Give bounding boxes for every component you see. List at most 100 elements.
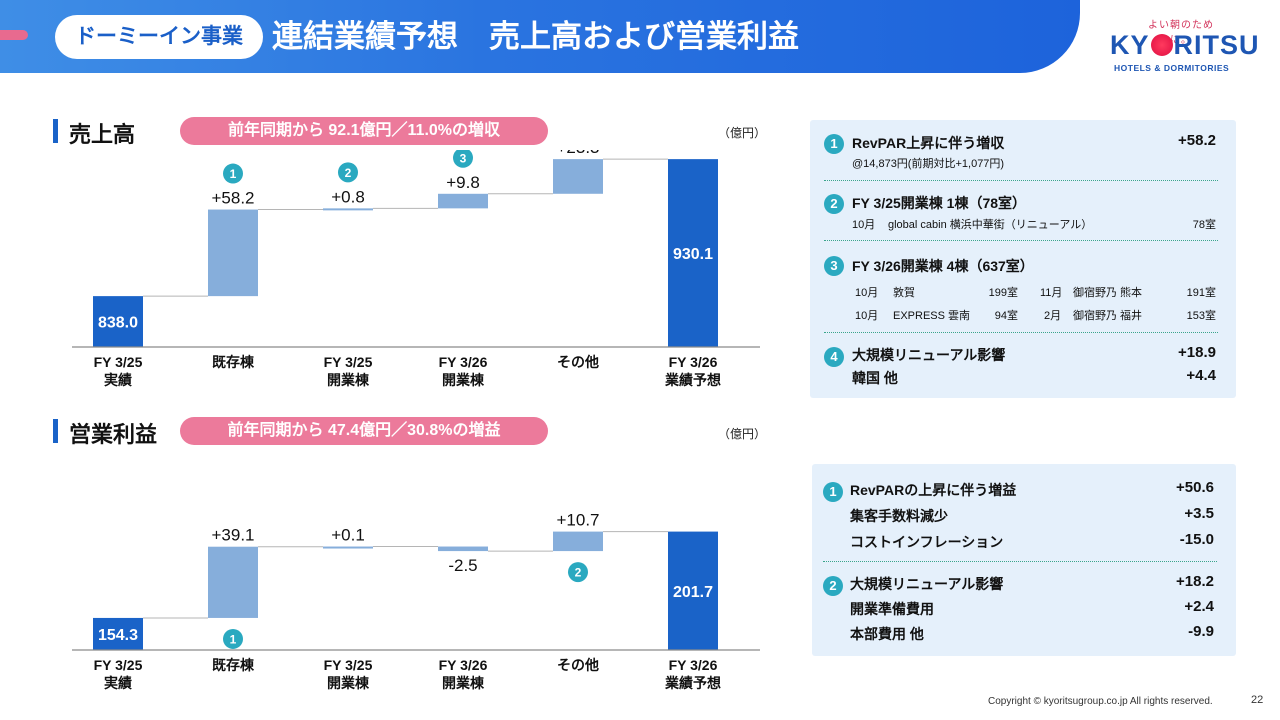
category-label: FY 3/26 [669, 657, 718, 673]
sales-item-3-row2-rooms1: 94室 [994, 310, 1018, 322]
category-label: FY 3/25 [324, 657, 373, 673]
profit-waterfall-chart: 154.3 +39.1 1 +0.1 -2.5 +10.7 2 201.7 FY 3/25 実績 既… [72, 511, 760, 691]
bar-delta [208, 209, 258, 297]
profit-group-1-badge: 1 [823, 482, 843, 502]
panel-divider [824, 240, 1218, 241]
category-label: 実績 [104, 372, 132, 388]
panel-divider [824, 180, 1218, 181]
bar-value-label: +10.7 [556, 511, 599, 530]
sales-item-1-note: @14,873円(前期対比+1,077円) [852, 158, 1005, 170]
profit-row-label: コストインフレーション [850, 534, 1004, 550]
sales-item-4-badge: 4 [824, 347, 844, 367]
sales-item-1-value: +58.2 [1178, 132, 1216, 149]
bar-value-label: +39.1 [211, 526, 254, 545]
category-label: 開業棟 [327, 675, 370, 691]
category-label: FY 3/26 [439, 657, 488, 673]
bar-delta [323, 546, 373, 549]
sales-item-4-head: 大規模リニューアル影響 [852, 347, 1006, 363]
callout-marker: 2 [568, 562, 588, 583]
panel-divider [824, 332, 1218, 333]
sales-item-3-row1-month1: 10月 [855, 287, 879, 299]
bar-value-label: -2.5 [448, 556, 477, 575]
bar-total [93, 617, 143, 650]
sales-item-3-row2-name1: EXPRESS 雲南 [893, 310, 971, 322]
category-label: FY 3/26 [669, 354, 718, 370]
sales-breakdown-panel [810, 120, 1236, 398]
profit-group-2-badge: 2 [823, 576, 843, 596]
sales-item-4-sub-head: 韓国 他 [852, 370, 898, 386]
bar-delta [208, 546, 258, 618]
category-label: 業績予想 [664, 372, 721, 388]
profit-section-marker [53, 419, 58, 443]
sales-waterfall-chart: 838.0+58.21+0.82+9.83+23.34930.1FY 3/25実… [72, 150, 760, 388]
category-label: 既存棟 [212, 354, 255, 370]
category-label: 開業棟 [442, 372, 485, 388]
sales-item-2-badge: 2 [824, 194, 844, 214]
profit-row-value: +3.5 [1184, 505, 1214, 522]
bar-value-label: +0.1 [331, 526, 365, 545]
sales-item-3-row2-name2: 御宿野乃 福井 [1073, 310, 1143, 322]
sales-item-3-row2-month2: 2月 [1044, 310, 1062, 322]
callout-marker: 2 [338, 162, 358, 183]
sales-item-2-month: 10月 [852, 219, 876, 231]
sales-item-1-badge: 1 [824, 134, 844, 154]
bar-delta [323, 208, 373, 211]
sales-item-3-row2-rooms2: 153室 [1186, 310, 1216, 322]
bar-total [668, 159, 718, 347]
bar-value-label: 838.0 [98, 315, 138, 332]
profit-row-value: -9.9 [1188, 623, 1214, 640]
profit-unit: （億円） [718, 427, 767, 441]
callout-marker: 3 [453, 150, 473, 168]
category-label: その他 [557, 657, 599, 673]
svg-text:1: 1 [230, 632, 237, 646]
category-label: FY 3/25 [324, 354, 373, 370]
profit-row-label: 集客手数料減少 [850, 508, 948, 524]
category-label: 開業棟 [327, 372, 370, 388]
sales-item-2-rooms: 78室 [1192, 219, 1216, 231]
sales-change-pill: 前年同期から 92.1億円／11.0%の増収 [180, 117, 548, 145]
callout-marker: 1 [223, 628, 243, 649]
panel-divider [823, 561, 1217, 562]
sales-item-3-row1-rooms2: 191室 [1186, 287, 1216, 299]
profit-row-label: 大規模リニューアル影響 [850, 576, 1004, 592]
sales-section-title: 売上高 [69, 122, 136, 147]
logo-wordmark: KY RITSU [1110, 30, 1260, 60]
profit-row-value: +50.6 [1176, 479, 1214, 496]
sales-section-marker [53, 119, 58, 143]
svg-text:1: 1 [230, 167, 237, 181]
bar-value-label: +0.8 [331, 187, 365, 206]
sales-item-3-row1-name1: 敦賀 [893, 287, 915, 299]
page-title: 連結業績予想 売上高および営業利益 [272, 19, 799, 54]
profit-row-value: -15.0 [1179, 531, 1214, 548]
category-label: その他 [557, 354, 599, 370]
sales-item-3-badge: 3 [824, 256, 844, 276]
bar-total [668, 531, 718, 650]
category-label: FY 3/26 [439, 354, 488, 370]
bar-delta [438, 193, 488, 209]
logo-sun-icon [1150, 34, 1173, 56]
svg-text:3: 3 [460, 151, 467, 165]
bar-value-label: +23.3 [556, 150, 599, 157]
bar-value-label: +9.8 [446, 173, 480, 192]
profit-change-pill: 前年同期から 47.4億円／30.8%の増益 [180, 417, 548, 445]
bar-value-label: +58.2 [211, 189, 254, 208]
category-label: FY 3/25 [94, 354, 143, 370]
sales-item-3-head: FY 3/26開業棟 4棟（637室） [852, 258, 1034, 274]
header-accent [0, 30, 28, 40]
profit-row-value: +18.2 [1176, 573, 1214, 590]
copyright: Copyright © kyoritsugroup.co.jp All righ… [988, 696, 1213, 707]
sales-unit: （億円） [718, 126, 767, 140]
bar-value-label: 201.7 [673, 584, 713, 601]
sales-item-2-head: FY 3/25開業棟 1棟（78室） [852, 195, 1027, 211]
category-label: 実績 [104, 675, 132, 691]
bar-total [93, 296, 143, 347]
sales-item-3-row1-month2: 11月 [1040, 287, 1063, 299]
logo-subtitle: HOTELS & DORMITORIES [1114, 63, 1230, 73]
bar-delta [438, 546, 488, 552]
sales-item-4-value: +18.9 [1178, 344, 1216, 361]
sales-item-1-head: RevPAR上昇に伴う増収 [852, 135, 1005, 151]
bar-delta [553, 531, 603, 552]
sales-item-2-name: global cabin 横浜中華街（リニューアル） [888, 219, 1093, 231]
bar-value-label: 930.1 [673, 246, 713, 263]
profit-section-title: 営業利益 [69, 422, 158, 447]
